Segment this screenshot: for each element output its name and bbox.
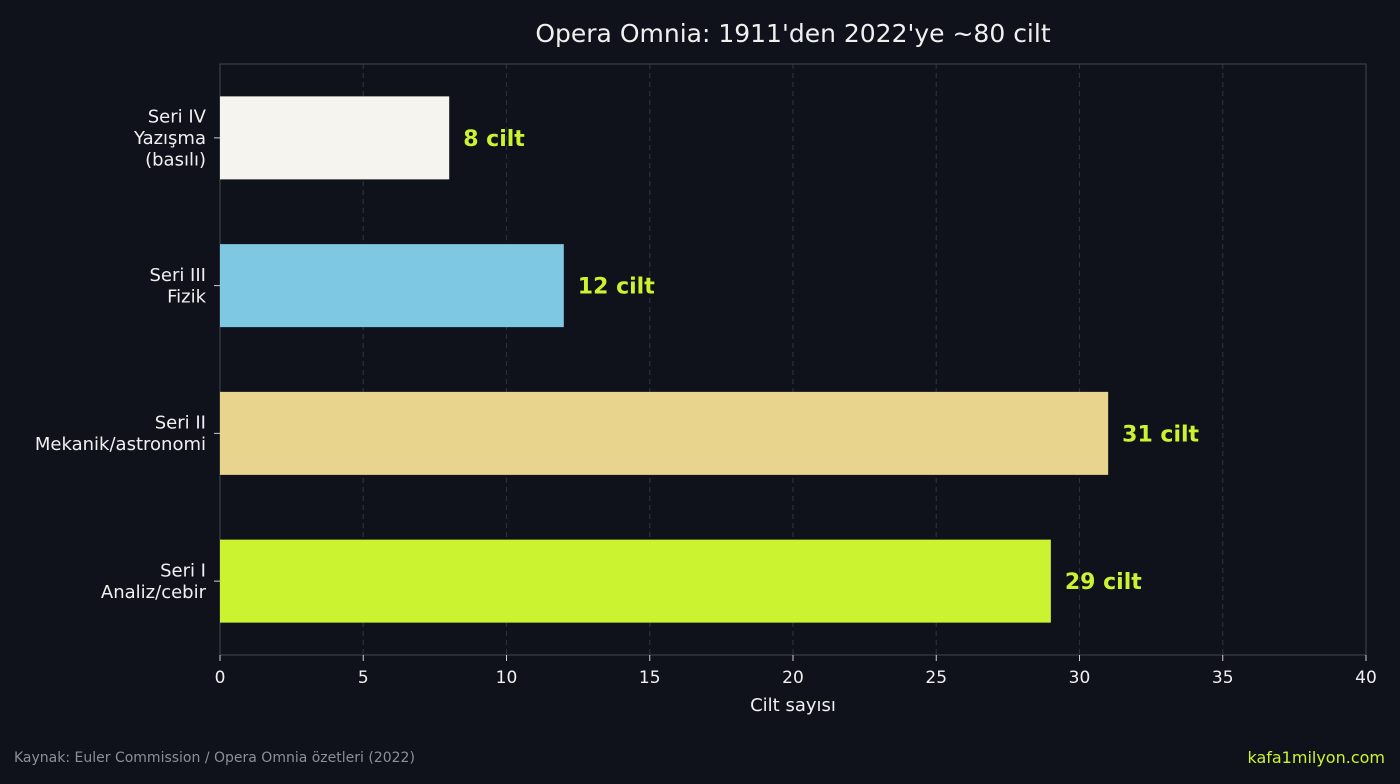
x-tick-label: 40	[1355, 668, 1377, 688]
x-tick-label: 5	[358, 668, 369, 688]
x-tick-label: 30	[1069, 668, 1091, 688]
bar	[220, 244, 564, 328]
data-label: 29 cilt	[1065, 570, 1142, 595]
brand-link[interactable]: kafa1milyon.com	[1247, 748, 1385, 767]
y-axis-labels: Seri I Analiz/cebir Seri II Mekanik/astrono…	[35, 106, 220, 603]
data-labels: 29 cilt 31 cilt 12 cilt 8 cilt	[463, 127, 1199, 595]
x-tick-label: 15	[639, 668, 661, 688]
x-tick-label: 20	[782, 668, 804, 688]
y-category-label: Seri I Analiz/cebir	[101, 560, 207, 603]
x-axis-ticks: 0 5 10 15 20 25 30 35 40	[215, 655, 1377, 688]
bar	[220, 391, 1109, 475]
source-note: Kaynak: Euler Commission / Opera Omnia ö…	[14, 750, 415, 766]
bar	[220, 96, 450, 180]
data-label: 8 cilt	[463, 127, 525, 152]
x-axis-label: Cilt sayısı	[750, 695, 836, 716]
x-tick-label: 10	[496, 668, 518, 688]
y-category-label: Seri IV Yazışma (basılı)	[133, 106, 207, 170]
chart-title: Opera Omnia: 1911'den 2022'ye ~80 cilt	[535, 19, 1050, 48]
x-tick-label: 35	[1212, 668, 1234, 688]
y-category-label: Seri II Mekanik/astronomi	[35, 413, 206, 456]
bar	[220, 539, 1051, 623]
bars	[220, 96, 1109, 623]
data-label: 12 cilt	[578, 275, 655, 300]
y-category-label: Seri III Fizik	[149, 265, 206, 308]
x-tick-label: 0	[215, 668, 226, 688]
x-tick-label: 25	[925, 668, 947, 688]
data-label: 31 cilt	[1122, 422, 1199, 447]
